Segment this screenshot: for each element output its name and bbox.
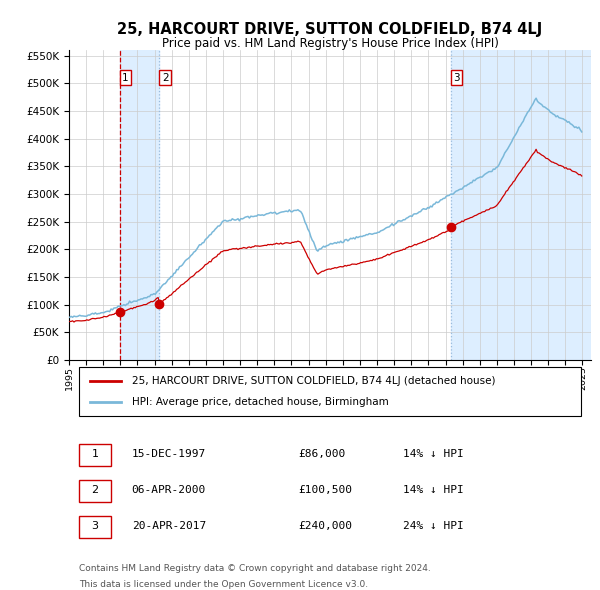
FancyBboxPatch shape	[79, 366, 581, 416]
Bar	[451, 50, 591, 360]
FancyBboxPatch shape	[79, 480, 111, 502]
Text: 3: 3	[92, 521, 98, 531]
Text: 14% ↓ HPI: 14% ↓ HPI	[403, 485, 464, 495]
Bar	[119, 50, 159, 360]
Text: £86,000: £86,000	[299, 449, 346, 459]
Text: 2: 2	[92, 485, 98, 495]
Text: HPI: Average price, detached house, Birmingham: HPI: Average price, detached house, Birm…	[131, 397, 388, 407]
FancyBboxPatch shape	[79, 516, 111, 538]
Text: 2: 2	[162, 73, 169, 83]
Text: 20-APR-2017: 20-APR-2017	[131, 521, 206, 531]
Text: 25, HARCOURT DRIVE, SUTTON COLDFIELD, B74 4LJ (detached house): 25, HARCOURT DRIVE, SUTTON COLDFIELD, B7…	[131, 376, 495, 386]
Text: 24% ↓ HPI: 24% ↓ HPI	[403, 521, 464, 531]
Text: 1: 1	[122, 73, 129, 83]
Text: 1: 1	[92, 449, 98, 459]
Text: Contains HM Land Registry data © Crown copyright and database right 2024.: Contains HM Land Registry data © Crown c…	[79, 564, 431, 573]
Text: 3: 3	[453, 73, 460, 83]
Text: This data is licensed under the Open Government Licence v3.0.: This data is licensed under the Open Gov…	[79, 579, 368, 589]
Text: 25, HARCOURT DRIVE, SUTTON COLDFIELD, B74 4LJ: 25, HARCOURT DRIVE, SUTTON COLDFIELD, B7…	[118, 22, 542, 37]
FancyBboxPatch shape	[79, 444, 111, 466]
Text: 06-APR-2000: 06-APR-2000	[131, 485, 206, 495]
Text: 14% ↓ HPI: 14% ↓ HPI	[403, 449, 464, 459]
Text: Price paid vs. HM Land Registry's House Price Index (HPI): Price paid vs. HM Land Registry's House …	[161, 37, 499, 50]
Text: 15-DEC-1997: 15-DEC-1997	[131, 449, 206, 459]
Text: £100,500: £100,500	[299, 485, 353, 495]
Text: £240,000: £240,000	[299, 521, 353, 531]
